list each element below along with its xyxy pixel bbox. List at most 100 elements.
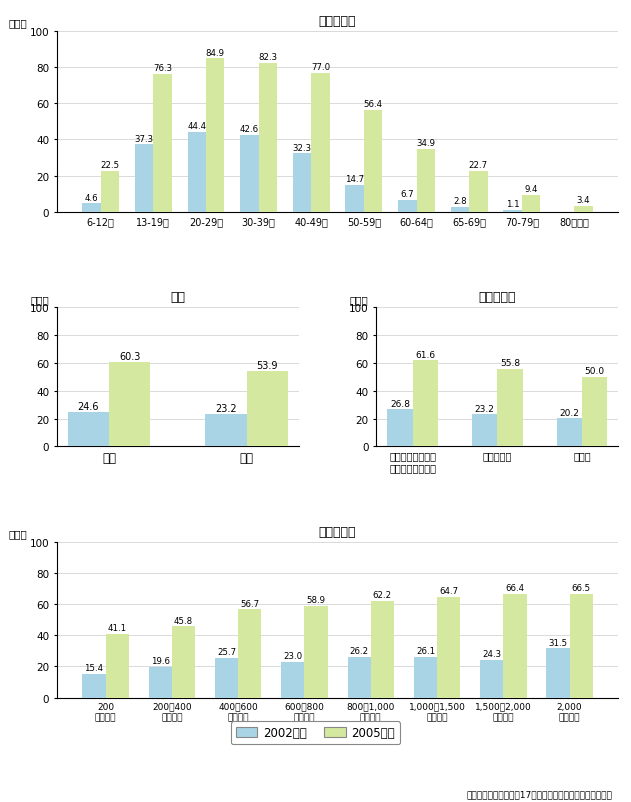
Bar [414, 657, 437, 698]
Bar [497, 369, 522, 447]
Bar [247, 372, 288, 447]
Bar [238, 610, 261, 698]
Text: 82.3: 82.3 [258, 53, 278, 63]
Text: 15.4: 15.4 [85, 663, 103, 672]
Text: 60.3: 60.3 [119, 351, 140, 362]
Text: 55.8: 55.8 [500, 358, 520, 368]
Bar [205, 415, 247, 447]
Bar [215, 658, 238, 698]
Text: 42.6: 42.6 [240, 125, 259, 134]
Text: 23.0: 23.0 [283, 651, 302, 660]
Text: 58.9: 58.9 [307, 595, 326, 605]
Text: 23.2: 23.2 [215, 403, 237, 413]
Bar [398, 200, 416, 213]
Text: 66.5: 66.5 [572, 584, 591, 593]
Text: 41.1: 41.1 [107, 623, 127, 632]
Bar [281, 662, 304, 698]
Bar [574, 206, 593, 213]
Text: 77.0: 77.0 [311, 63, 330, 71]
Bar [413, 361, 438, 447]
Bar [582, 377, 608, 447]
Bar [187, 132, 206, 213]
Text: 44.4: 44.4 [187, 122, 206, 131]
Y-axis label: （％）: （％） [350, 295, 369, 305]
Title: 世帯年収別: 世帯年収別 [319, 525, 357, 538]
Text: 3.4: 3.4 [577, 196, 591, 205]
Text: 23.2: 23.2 [475, 404, 495, 413]
Text: 26.1: 26.1 [416, 646, 435, 655]
Text: 2.8: 2.8 [453, 196, 467, 205]
Text: 14.7: 14.7 [345, 175, 364, 184]
Bar [472, 415, 497, 447]
Text: 66.4: 66.4 [505, 584, 524, 593]
Bar [387, 410, 413, 447]
Bar [522, 196, 540, 213]
Bar [172, 626, 195, 698]
Bar [293, 154, 311, 213]
Text: 6.7: 6.7 [401, 189, 414, 199]
Text: 19.6: 19.6 [151, 657, 170, 666]
Bar [346, 186, 364, 213]
Bar [557, 419, 582, 447]
Bar [570, 594, 593, 698]
Title: 都市階級別: 都市階級別 [478, 290, 516, 304]
Bar [82, 205, 101, 213]
Text: 31.5: 31.5 [548, 638, 568, 647]
Text: 24.3: 24.3 [482, 650, 501, 658]
Bar [504, 210, 522, 213]
Text: 62.2: 62.2 [373, 590, 392, 599]
Text: 34.9: 34.9 [416, 139, 435, 148]
Y-axis label: （％）: （％） [30, 295, 49, 305]
Text: 50.0: 50.0 [584, 367, 604, 376]
Bar [416, 149, 435, 213]
Bar [240, 136, 259, 213]
Text: 9.4: 9.4 [524, 184, 538, 193]
Bar [82, 674, 105, 698]
Text: 64.7: 64.7 [439, 586, 458, 595]
Text: 26.2: 26.2 [350, 646, 369, 655]
Bar [135, 145, 153, 213]
Text: 24.6: 24.6 [78, 401, 99, 411]
Bar [437, 597, 460, 698]
Bar [348, 657, 371, 698]
Text: 37.3: 37.3 [134, 135, 154, 144]
Bar [304, 606, 327, 698]
Title: 年齢階級別: 年齢階級別 [319, 15, 357, 28]
Bar [451, 208, 469, 213]
Bar [105, 634, 129, 698]
Bar [469, 172, 488, 213]
Text: 22.5: 22.5 [100, 161, 119, 170]
Bar [101, 172, 119, 213]
Text: （出典）総務省「平成17年通信利用動向調査（世帯編）」: （出典）総務省「平成17年通信利用動向調査（世帯編）」 [466, 789, 612, 798]
Bar [149, 667, 172, 698]
Text: 61.6: 61.6 [415, 350, 435, 359]
Bar [109, 363, 150, 447]
Text: 56.4: 56.4 [363, 100, 382, 109]
Bar [546, 649, 570, 698]
Text: 76.3: 76.3 [153, 64, 172, 73]
Text: 1.1: 1.1 [506, 200, 519, 209]
Text: 4.6: 4.6 [85, 193, 98, 202]
Bar [311, 74, 329, 213]
Text: 22.7: 22.7 [469, 160, 488, 170]
Bar [153, 75, 172, 213]
Text: 84.9: 84.9 [206, 48, 225, 58]
Text: 20.2: 20.2 [559, 408, 579, 417]
Bar [371, 601, 394, 698]
Text: 32.3: 32.3 [293, 144, 312, 152]
Text: 56.7: 56.7 [240, 599, 259, 608]
Text: 45.8: 45.8 [174, 616, 193, 625]
Bar [206, 59, 225, 213]
Y-axis label: （％）: （％） [8, 18, 27, 29]
Title: 性別: 性別 [170, 290, 186, 304]
Text: 25.7: 25.7 [217, 647, 236, 656]
Text: 53.9: 53.9 [256, 360, 278, 371]
Bar [364, 111, 382, 213]
Y-axis label: （％）: （％） [8, 529, 27, 539]
Bar [68, 412, 109, 447]
Bar [480, 660, 504, 698]
Bar [259, 64, 277, 213]
Text: 26.8: 26.8 [390, 399, 410, 408]
Bar [504, 594, 526, 698]
Legend: 2002年末, 2005年末: 2002年末, 2005年末 [231, 722, 400, 744]
